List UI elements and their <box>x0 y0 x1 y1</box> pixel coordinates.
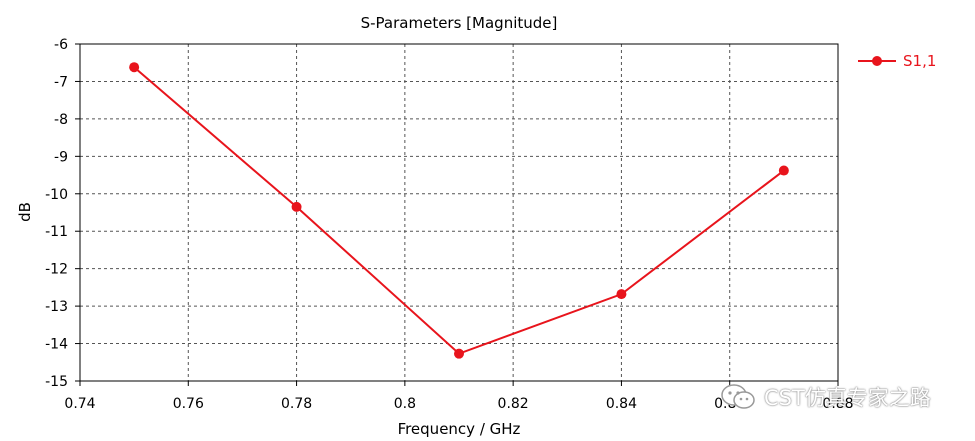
x-tick-label: 0.88 <box>822 396 853 412</box>
wechat-logo-icon <box>721 384 755 409</box>
y-tick-label: -14 <box>45 337 68 353</box>
y-tick-label: -15 <box>45 374 68 390</box>
watermark: CST仿真专家之路 <box>720 382 931 412</box>
x-tick-labels: 0.740.760.780.80.820.840.860.88 <box>64 381 854 412</box>
y-tick-label: -8 <box>54 112 68 128</box>
series-line-s11 <box>133 66 785 355</box>
y-tick-label: -11 <box>45 224 68 240</box>
data-point[interactable] <box>778 165 789 176</box>
legend[interactable]: S1,1 <box>858 52 936 70</box>
x-tick-label: 0.76 <box>173 396 204 412</box>
data-point[interactable] <box>616 289 627 300</box>
watermark-text: CST仿真专家之路 <box>764 386 931 410</box>
x-tick-label: 0.82 <box>498 396 529 412</box>
data-point[interactable] <box>291 201 302 212</box>
x-tick-label: 0.78 <box>281 396 312 412</box>
x-tick-label: 0.8 <box>394 396 416 412</box>
y-tick-label: -13 <box>45 299 68 315</box>
x-tick-label: 0.84 <box>606 396 637 412</box>
chart-title: S-Parameters [Magnitude] <box>361 14 558 32</box>
grid-lines <box>80 44 838 381</box>
data-point[interactable] <box>454 348 464 359</box>
y-tick-label: -7 <box>54 74 68 90</box>
series-layer <box>129 62 789 359</box>
x-axis-title: Frequency / GHz <box>398 420 521 438</box>
y-tick-labels: -6 -7 -8 -9 -10 -11 -12 -13 -14 -15 <box>45 37 80 390</box>
y-tick-label: -12 <box>45 262 68 278</box>
x-tick-label: 0.74 <box>64 396 95 412</box>
y-tick-label: -6 <box>54 37 68 53</box>
y-tick-label: -9 <box>54 149 68 165</box>
legend-label-s11: S1,1 <box>903 52 936 70</box>
legend-marker-s11 <box>872 56 882 66</box>
data-point[interactable] <box>129 62 140 73</box>
plot-area-frame <box>79 43 839 382</box>
y-tick-label: -10 <box>45 187 68 203</box>
y-axis-title: dB <box>16 202 34 222</box>
